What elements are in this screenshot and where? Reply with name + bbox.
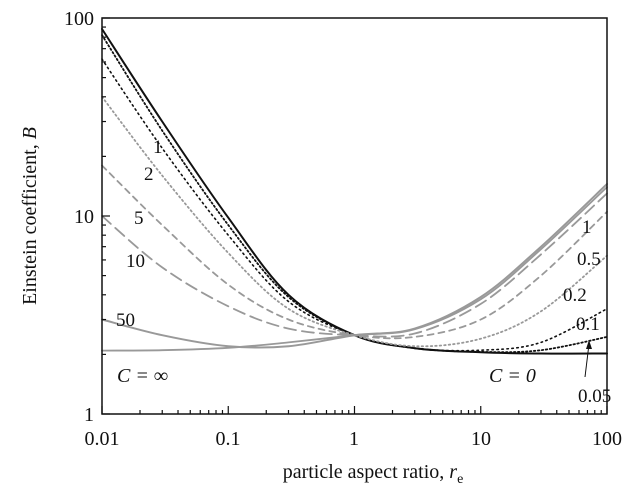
label-c-zero: C = 0 (489, 365, 536, 387)
tick-marks (101, 17, 608, 415)
pointer-arrowhead-c005 (586, 340, 592, 349)
y-tick-label-0: 1 (84, 404, 94, 426)
label-c005-right: 0.05 (578, 386, 611, 407)
series-line-1 (101, 34, 608, 354)
series-line-0 (101, 28, 608, 355)
x-tick-label-1: 0.1 (216, 428, 241, 450)
label-c02-right: 0.2 (563, 285, 587, 306)
x-tick-label-3: 10 (471, 428, 491, 450)
x-tick-label-4: 100 (592, 428, 622, 450)
y-tick-label-2: 100 (64, 8, 94, 30)
label-c10-left: 10 (126, 251, 145, 272)
label-c2-left: 2 (144, 164, 154, 185)
x-axis-label: particle aspect ratio, re (283, 461, 464, 487)
x-tick-label-0: 0.01 (85, 428, 120, 450)
y-axis-label: Einstein coefficient, B (19, 127, 41, 305)
series-line-6 (101, 183, 608, 349)
curves-group (101, 28, 608, 355)
label-c-infinity: C = ∞ (117, 365, 168, 387)
series-line-5 (101, 192, 608, 338)
y-tick-label-1: 10 (74, 206, 94, 228)
x-tick-label-2: 1 (349, 428, 359, 450)
label-c01-right: 0.1 (576, 314, 600, 335)
series-line-4 (101, 164, 608, 340)
label-c1-right: 1 (582, 217, 592, 238)
series-line-2 (101, 58, 608, 352)
plot-frame (101, 17, 608, 415)
label-c5-left: 5 (134, 208, 144, 229)
pointer-arrow-c005 (584, 343, 590, 378)
series-line-7 (101, 186, 608, 352)
series-line-3 (101, 95, 608, 348)
label-c1-left: 1 (153, 137, 163, 158)
label-c50-left: 50 (116, 310, 135, 331)
label-c05-right: 0.5 (577, 249, 601, 270)
